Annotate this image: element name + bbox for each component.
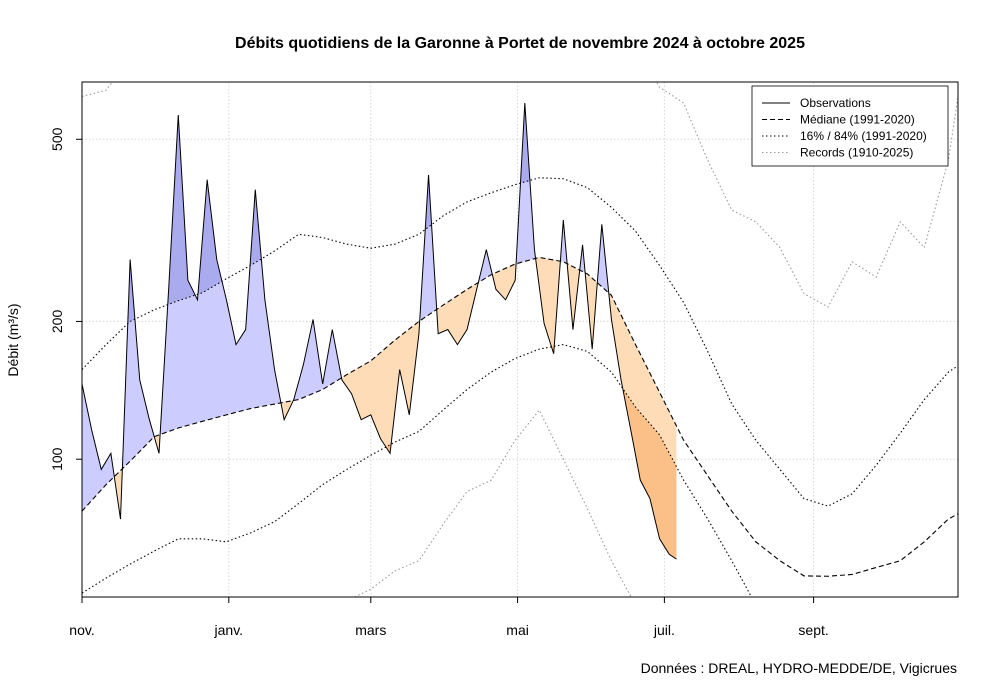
x-tick-label: janv. xyxy=(214,622,244,638)
series-line xyxy=(82,256,958,577)
series-line xyxy=(82,103,677,560)
legend-label: Records (1910-2025) xyxy=(800,146,913,160)
x-tick-label: mai xyxy=(506,622,529,638)
y-tick-label: 100 xyxy=(49,447,65,471)
legend-label: Observations xyxy=(800,96,871,110)
y-tick-label: 200 xyxy=(49,310,65,334)
x-tick-label: sept. xyxy=(798,622,828,638)
series-line xyxy=(82,344,753,597)
x-tick-label: nov. xyxy=(69,622,94,638)
plot-area xyxy=(82,82,958,597)
series-line xyxy=(353,409,632,597)
fill-group xyxy=(82,103,677,560)
y-axis-label: Débit (m³/s) xyxy=(5,303,21,376)
plot-border xyxy=(81,81,959,598)
legend-label: 16% / 84% (1991-2020) xyxy=(800,129,927,143)
legend-label: Médiane (1991-2020) xyxy=(800,113,915,127)
series-line xyxy=(82,177,958,507)
legend-box xyxy=(751,85,949,167)
anomaly-fill xyxy=(82,103,677,560)
x-tick-label: juil. xyxy=(653,622,675,638)
caption: Données : DREAL, HYDRO-MEDDE/DE, Vigicru… xyxy=(641,660,957,676)
chart-title: Débits quotidiens de la Garonne à Portet… xyxy=(235,35,805,52)
x-tick-label: mars xyxy=(355,622,386,638)
y-tick-label: 500 xyxy=(49,127,65,151)
series-line xyxy=(82,82,958,308)
